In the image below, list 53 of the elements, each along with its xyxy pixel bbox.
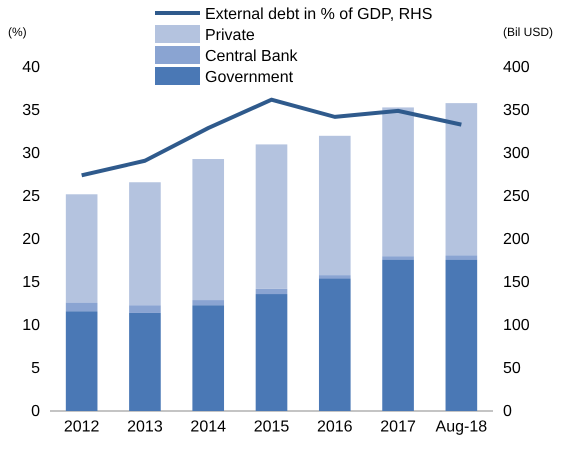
bar — [382, 260, 414, 411]
y2-tick-label: 400 — [503, 59, 530, 76]
bar — [446, 103, 478, 256]
y-tick-label: 40 — [22, 59, 40, 76]
y-axis-title: (%) — [8, 25, 27, 39]
x-tick-label: 2015 — [254, 418, 290, 436]
x-tick-label: 2012 — [64, 418, 100, 436]
bar — [256, 294, 288, 411]
y-tick-label: 5 — [31, 360, 40, 378]
bar — [129, 312, 161, 411]
y2-tick-label: 100 — [503, 317, 530, 334]
line-series — [80, 98, 464, 178]
bar — [66, 311, 98, 411]
x-tick-label: 2014 — [190, 418, 226, 436]
y2-tick-label: 300 — [503, 145, 530, 162]
x-tick-label: 2013 — [127, 418, 163, 436]
y-tick-label: 20 — [22, 231, 40, 248]
bar — [129, 305, 161, 313]
legend-label: External debt in % of GDP, RHS — [205, 6, 432, 23]
y2-tick-label: 150 — [503, 274, 530, 292]
bar — [66, 302, 98, 312]
bar — [66, 194, 98, 303]
bar — [318, 275, 351, 279]
bar — [256, 144, 288, 289]
y-tick-label: 30 — [22, 145, 40, 162]
bar — [256, 288, 288, 294]
y2-tick-label: 50 — [503, 360, 521, 378]
bar — [192, 305, 224, 411]
bar — [446, 255, 478, 260]
y2-tick-label: 350 — [503, 102, 530, 120]
legend-label: Government — [205, 69, 294, 86]
y-tick-label: 0 — [31, 403, 40, 420]
bar — [192, 159, 224, 300]
bar — [318, 136, 351, 276]
bar — [318, 278, 351, 411]
x-tick-label: Aug-18 — [436, 418, 488, 436]
bar — [446, 260, 478, 411]
y-tick-label: 10 — [22, 317, 40, 334]
bar — [129, 182, 161, 306]
y2-tick-label: 0 — [503, 403, 512, 420]
bar — [382, 256, 414, 260]
x-tick-label: 2016 — [316, 418, 353, 436]
bar — [192, 300, 224, 306]
y2-tick-label: 200 — [503, 231, 530, 248]
legend-label: Central Bank — [205, 48, 298, 65]
y2-axis-title: (Bil USD) — [503, 25, 553, 39]
y-tick-label: 35 — [22, 102, 40, 120]
bar — [382, 107, 414, 256]
legend-label: Private — [205, 27, 255, 44]
y-tick-label: 25 — [22, 188, 40, 206]
y-tick-label: 15 — [22, 274, 40, 292]
x-tick-label: 2017 — [380, 418, 416, 436]
y2-tick-label: 250 — [503, 188, 530, 206]
